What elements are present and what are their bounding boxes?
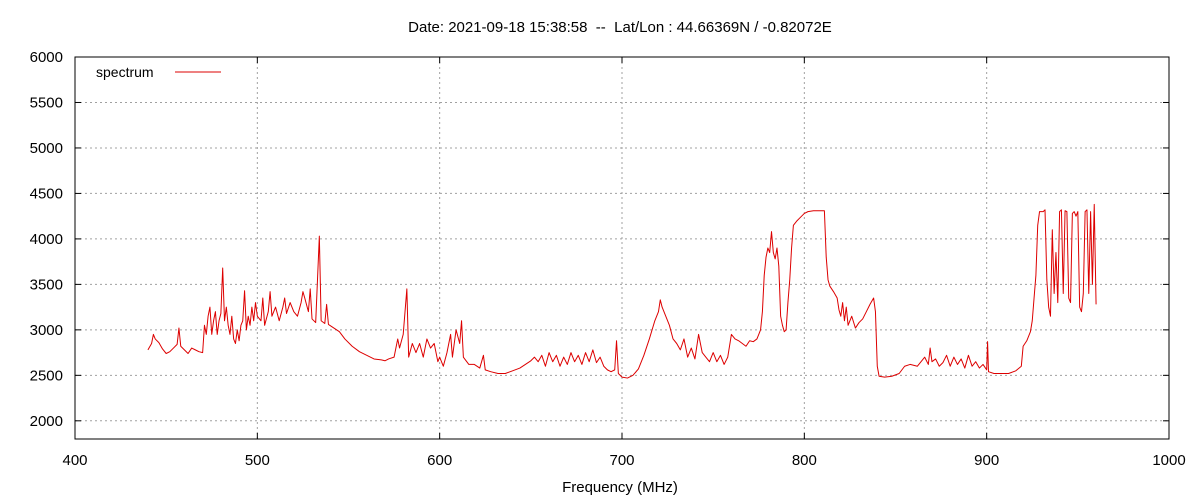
chart-title: Date: 2021-09-18 15:38:58 -- Lat/Lon : 4…	[408, 19, 832, 36]
y-tick-label: 4000	[30, 231, 63, 248]
y-tick-label: 3500	[30, 276, 63, 293]
legend-label: spectrum	[96, 64, 154, 80]
spectrum-series-line	[147, 203, 1097, 379]
y-tick-label: 3000	[30, 322, 63, 339]
grid	[75, 57, 1169, 439]
legend: spectrum	[96, 64, 221, 80]
x-tick-label: 600	[427, 452, 452, 469]
x-tick-label: 400	[62, 452, 87, 469]
series-layer	[147, 203, 1097, 379]
y-tick-label: 5500	[30, 94, 63, 111]
x-axis-label: Frequency (MHz)	[562, 479, 678, 496]
y-tick-label: 2000	[30, 413, 63, 430]
y-tick-label: 5000	[30, 140, 63, 157]
y-tick-label: 2500	[30, 367, 63, 384]
x-tick-label: 700	[609, 452, 634, 469]
axis-ticks: 400 500 600 700 800 900 1000 2000 2500 3000 3500 40…	[30, 49, 1186, 469]
x-tick-label: 900	[974, 452, 999, 469]
x-tick-label: 500	[245, 452, 270, 469]
y-tick-label: 6000	[30, 49, 63, 66]
y-tick-label: 4500	[30, 185, 63, 202]
x-tick-label: 800	[792, 452, 817, 469]
x-tick-label: 1000	[1152, 452, 1185, 469]
